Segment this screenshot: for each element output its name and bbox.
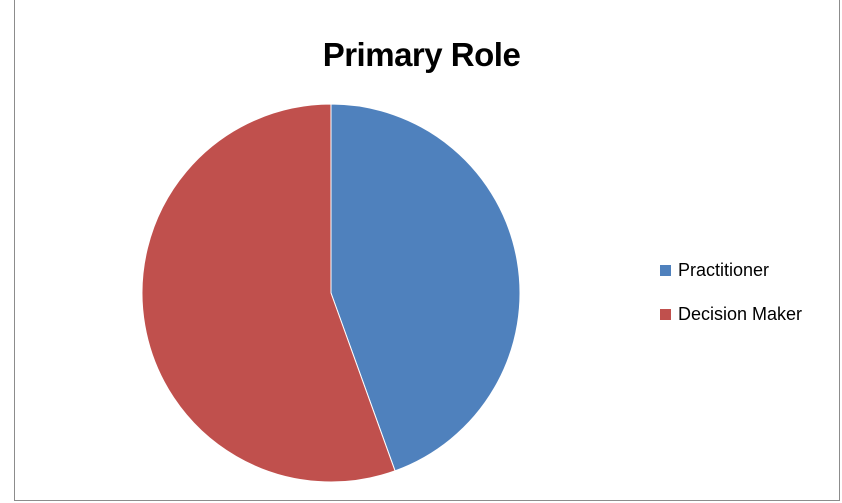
legend-label-practitioner: Practitioner: [678, 259, 770, 280]
chart-title: Primary Role: [322, 36, 521, 73]
pie-slice-practitioner: [330, 103, 521, 472]
legend-swatch-practitioner: [660, 264, 671, 276]
pie-slice-decision-maker: [141, 103, 396, 483]
legend-label-decision-maker: Decision Maker: [678, 303, 803, 324]
legend: Practitioner Decision Maker: [660, 258, 802, 346]
legend-item-decision-maker: Decision Maker: [660, 302, 802, 326]
pie-slices: [141, 103, 521, 483]
legend-swatch-decision-maker: [660, 308, 671, 320]
legend-item-practitioner: Practitioner: [660, 258, 802, 282]
